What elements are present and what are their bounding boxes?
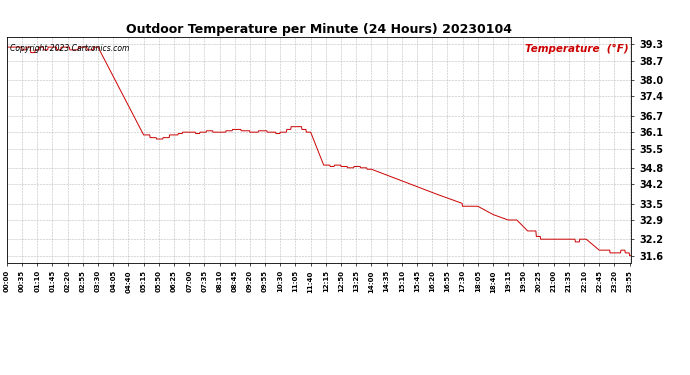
Text: Temperature  (°F): Temperature (°F): [524, 44, 628, 54]
Title: Outdoor Temperature per Minute (24 Hours) 20230104: Outdoor Temperature per Minute (24 Hours…: [126, 23, 512, 36]
Text: Copyright 2023 Cartronics.com: Copyright 2023 Cartronics.com: [10, 44, 130, 53]
